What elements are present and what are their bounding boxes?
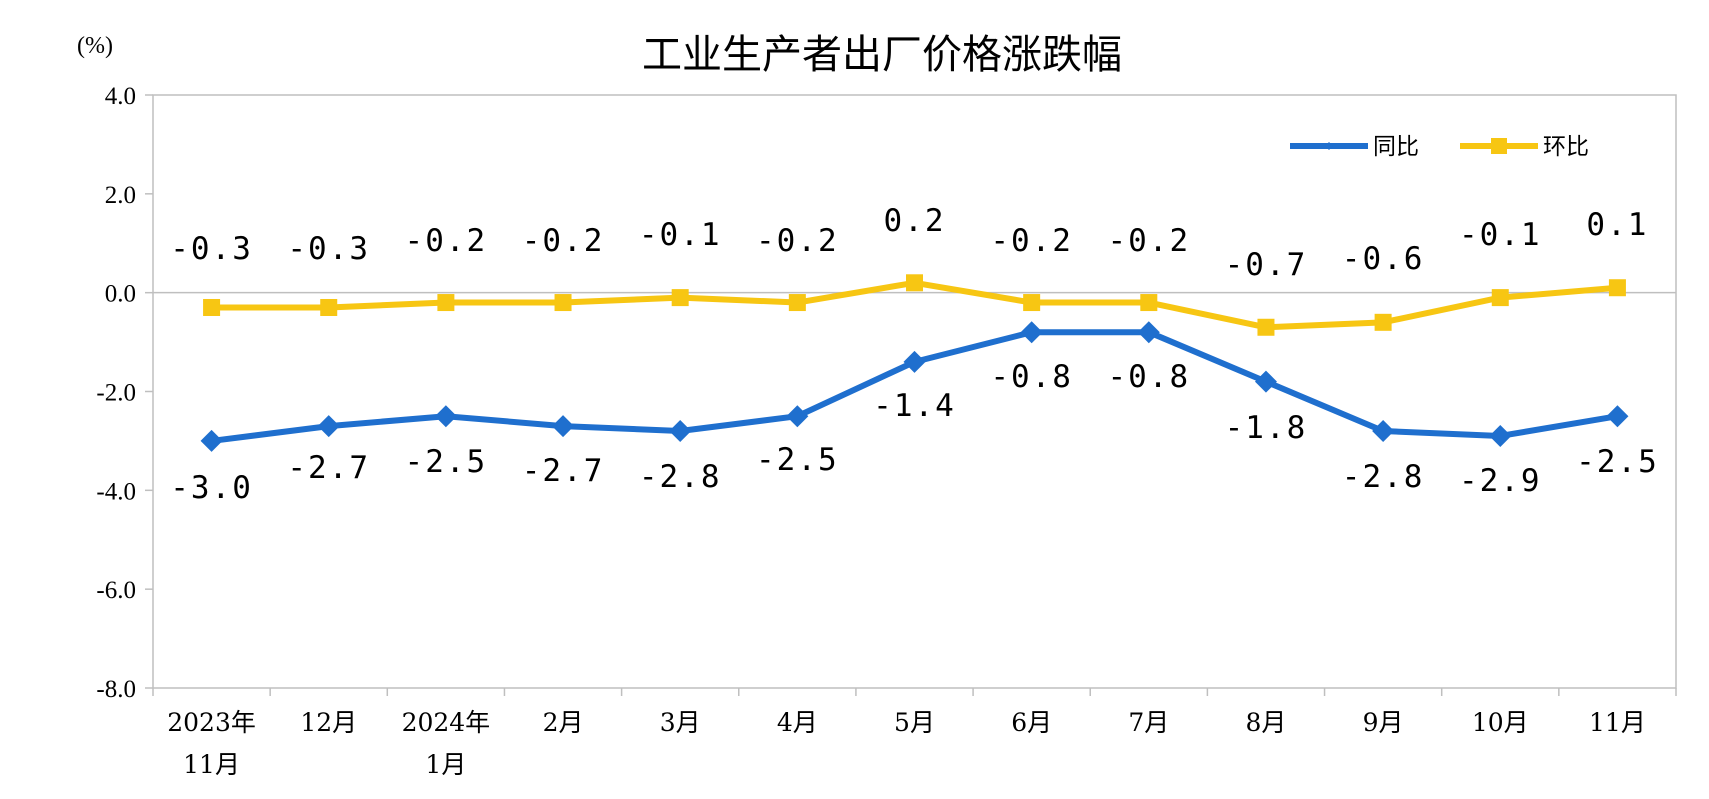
- x-tick-label: 7月: [1128, 708, 1169, 737]
- x-tick-label: 5月: [894, 708, 935, 737]
- data-point-square: [906, 274, 923, 292]
- data-label-yoy: -2.8: [1342, 459, 1425, 495]
- x-tick-label: 9月: [1363, 708, 1404, 737]
- x-tick-label: 3月: [660, 708, 701, 737]
- data-label-mom: -0.2: [522, 223, 605, 259]
- data-point-square: [1023, 294, 1041, 312]
- data-label-yoy: -1.4: [873, 388, 956, 424]
- x-tick-label: 10月: [1472, 708, 1529, 737]
- data-point-diamond: [1372, 420, 1395, 443]
- legend-marker-diamond: [1325, 142, 1333, 150]
- x-tick-label: 2024年: [402, 708, 491, 737]
- data-label-mom: -0.6: [1342, 241, 1425, 277]
- y-axis-ticks: 4.0 2.0 0.0 -2.0 -4.0 -6.0 -8.0: [96, 83, 153, 703]
- data-point-square: [788, 294, 806, 312]
- legend-label: 同比: [1373, 134, 1419, 160]
- data-point-square: [554, 294, 572, 312]
- data-label-yoy: -0.8: [1107, 359, 1190, 395]
- data-label-yoy: -2.7: [522, 453, 605, 489]
- x-tick-label: 1月: [425, 750, 466, 779]
- data-label-mom: -0.3: [287, 231, 370, 267]
- legend: 同比 环比: [1290, 134, 1589, 160]
- y-tick-label: 2.0: [105, 182, 136, 209]
- series-line-yoy: [208, 329, 1621, 444]
- x-tick-label: 11月: [183, 750, 240, 779]
- data-label-mom: -0.1: [639, 217, 722, 253]
- data-point-diamond: [669, 420, 692, 443]
- data-point-square: [1257, 318, 1275, 336]
- data-point-square: [1140, 294, 1158, 312]
- data-labels: -3.0 -2.7 -2.5 -2.7 -2.8 -2.5 -1.4 -0.8 -0.8 -1.8…: [170, 203, 1659, 506]
- legend-label: 环比: [1543, 134, 1589, 160]
- data-label-yoy: -2.8: [639, 459, 722, 495]
- data-point-square: [320, 298, 338, 316]
- x-axis-ticks: 2023年 11月 12月 2024年 1月 2月 3月 4月 5月 6月 7月 8月 9月 10月 11月: [152, 688, 1677, 779]
- data-label-mom: -0.7: [1225, 247, 1308, 283]
- x-tick-label: 4月: [777, 708, 818, 737]
- data-point-diamond: [1606, 405, 1629, 428]
- data-point-diamond: [434, 405, 457, 428]
- data-label-mom: -0.2: [990, 223, 1073, 259]
- data-point-square: [1608, 279, 1626, 297]
- x-tick-label: 6月: [1011, 708, 1052, 737]
- data-label-mom: -0.2: [1107, 223, 1190, 259]
- data-point-diamond: [552, 415, 575, 438]
- data-label-yoy: -2.5: [1576, 444, 1659, 480]
- data-label-yoy: -2.5: [756, 442, 839, 478]
- x-tick-label: 2月: [543, 708, 584, 737]
- data-point-square: [203, 298, 221, 316]
- data-point-diamond: [200, 429, 223, 452]
- y-tick-label: 0.0: [105, 281, 136, 308]
- data-label-mom: 0.2: [884, 203, 946, 239]
- data-point-square: [1491, 289, 1509, 307]
- data-label-yoy: -2.5: [405, 444, 488, 480]
- y-tick-label: -2.0: [96, 380, 136, 407]
- y-tick-label: -8.0: [96, 676, 136, 703]
- data-label-yoy: -2.7: [287, 450, 370, 486]
- y-tick-label: -6.0: [96, 577, 136, 604]
- data-label-yoy: -2.9: [1459, 463, 1542, 499]
- data-label-yoy: -3.0: [170, 470, 253, 506]
- y-tick-label: 4.0: [105, 83, 136, 110]
- data-label-yoy: -1.8: [1225, 410, 1308, 446]
- data-label-mom: -0.2: [405, 223, 488, 259]
- data-point-diamond: [1254, 370, 1277, 393]
- y-axis-unit-label: (%): [77, 33, 113, 59]
- data-point-diamond: [903, 350, 926, 373]
- y-tick-label: -4.0: [96, 478, 136, 505]
- data-point-diamond: [786, 405, 809, 428]
- data-point-square: [671, 289, 689, 307]
- series-group: [200, 274, 1629, 452]
- x-tick-label: 11月: [1589, 708, 1646, 737]
- data-point-square: [437, 294, 455, 312]
- x-tick-label: 12月: [300, 708, 357, 737]
- legend-marker-square: [1491, 138, 1507, 154]
- data-point-diamond: [1020, 321, 1043, 344]
- x-tick-label: 2023年: [167, 708, 256, 737]
- chart-title: 工业生产者出厂价格涨跌幅: [642, 32, 1122, 78]
- data-label-mom: 0.1: [1586, 207, 1648, 243]
- data-label-mom: -0.2: [756, 223, 839, 259]
- data-point-diamond: [317, 415, 340, 438]
- data-point-diamond: [1489, 424, 1512, 447]
- data-label-mom: -0.1: [1459, 217, 1542, 253]
- x-tick-label: 8月: [1246, 708, 1287, 737]
- data-point-square: [1374, 313, 1392, 331]
- data-label-yoy: -0.8: [990, 359, 1073, 395]
- data-point-diamond: [1137, 321, 1160, 344]
- data-label-mom: -0.3: [170, 231, 253, 267]
